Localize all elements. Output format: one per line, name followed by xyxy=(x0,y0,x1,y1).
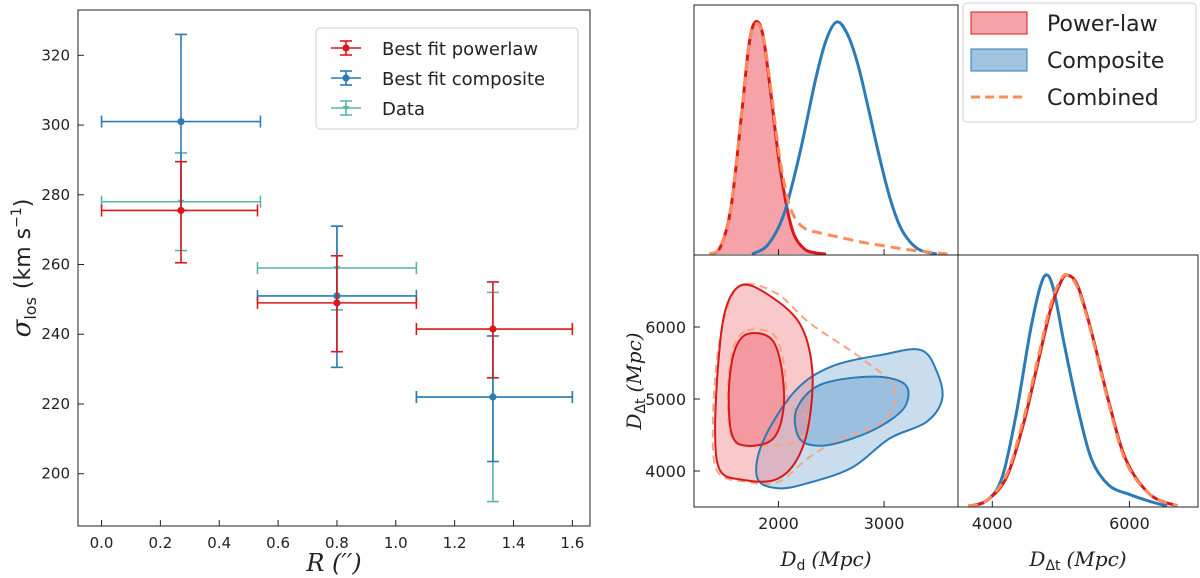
dispersion-ytick-label: 200 xyxy=(41,465,70,483)
dispersion-xtick-label: 0.0 xyxy=(90,534,114,552)
joint-xlabel-unit: (Mpc) xyxy=(811,547,871,571)
dispersion-xlabel: R (′′) xyxy=(305,549,361,577)
corner-legend: Power-law Composite Combined xyxy=(962,2,1197,123)
errorbar-powerlaw xyxy=(415,281,574,379)
joint-ylabel-main: D xyxy=(622,414,646,431)
joint-xlabel: Dd (Mpc) xyxy=(779,547,871,574)
composite-marker xyxy=(489,393,497,401)
dispersion-ytick-label: 320 xyxy=(41,46,70,64)
ylabel-sub: los xyxy=(21,297,40,320)
contour-line-composite-inner xyxy=(793,375,910,447)
ddt-xlabel-main: D xyxy=(1028,547,1045,571)
legend-item-data: Data xyxy=(331,99,425,120)
joint-xlabel-main: D xyxy=(779,547,796,571)
powerlaw-marker xyxy=(333,299,341,307)
joint-xtick-label: 3000 xyxy=(864,514,905,533)
ddt-marginal-curves xyxy=(967,272,1179,508)
dispersion-xtick-label: 0.2 xyxy=(148,534,172,552)
legend-label-powerlaw: Best fit powerlaw xyxy=(382,39,538,60)
joint-ytick-label: 4000 xyxy=(645,462,686,481)
legend-item-powerlaw: Best fit powerlaw xyxy=(331,39,538,60)
contour-fill-powerlaw-inner xyxy=(728,333,785,446)
ylabel-unit-pre: (km s xyxy=(11,228,36,289)
dd-marginal-ticks xyxy=(777,249,885,255)
corner-legend-label-powerlaw: Power-law xyxy=(1047,12,1158,37)
legend-label-composite: Best fit composite xyxy=(382,69,545,90)
dispersion-ylabel: σlos (km s−1) xyxy=(7,199,40,338)
dd-marginal-combined-line xyxy=(709,22,948,256)
dispersion-xtick-label: 0.8 xyxy=(325,534,349,552)
dispersion-points xyxy=(100,33,574,503)
dispersion-ticks: 0.0 0.2 0.4 0.6 0.8 1.0 1.2 1.4 1.6 200 220 240 260 2… xyxy=(41,46,584,552)
corner-legend-label-composite: Composite xyxy=(1047,49,1164,74)
ddt-marginal-composite-line xyxy=(971,273,1168,508)
legend-item-composite: Best fit composite xyxy=(331,69,545,90)
dispersion-ytick-label: 260 xyxy=(41,256,70,274)
joint-ticks: 2000 3000 4000 5000 6000 xyxy=(645,318,904,533)
composite-marker xyxy=(177,117,185,126)
ddt-marginal-ticks: 4000 6000 xyxy=(972,501,1150,533)
joint-xlabel-sub: d xyxy=(797,558,806,574)
joint-ylabel-sub: Δt xyxy=(633,398,649,414)
dispersion-legend-box xyxy=(315,27,579,130)
ddt-xlabel-sub: Δt xyxy=(1045,558,1061,574)
ddt-xtick-label: 6000 xyxy=(1109,514,1150,533)
dispersion-ytick-label: 220 xyxy=(41,395,70,413)
dispersion-xtick-label: 1.2 xyxy=(443,534,467,552)
joint-ylabel: DΔt (Mpc) xyxy=(622,332,649,430)
errorbar-powerlaw xyxy=(256,254,418,353)
corner-legend-item-composite: Composite xyxy=(970,48,1164,74)
dispersion-legend: Best fit powerlaw Best fit composite Dat… xyxy=(315,27,579,130)
dispersion-xtick-label: 1.0 xyxy=(384,534,408,552)
errorbar-composite xyxy=(415,335,574,463)
dispersion-xtick-label: 0.4 xyxy=(207,534,231,552)
ddt-marginal-combined-line xyxy=(967,272,1179,508)
contour-line-powerlaw-outer xyxy=(714,283,814,483)
errorbar-powerlaw xyxy=(100,160,259,264)
dispersion-ytick-label: 280 xyxy=(41,186,70,204)
svg-text:DΔt(Mpc): DΔt (Mpc) xyxy=(622,332,649,430)
joint-ytick-label: 5000 xyxy=(645,390,686,409)
joint-ylabel-unit: (Mpc) xyxy=(622,332,646,392)
dd-marginal-composite-line xyxy=(751,20,938,256)
ylabel-unit-sup: −1 xyxy=(9,207,25,228)
joint-contours xyxy=(711,282,944,490)
dispersion-xtick-label: 1.4 xyxy=(502,534,526,552)
dd-marginal-panel xyxy=(693,4,959,256)
powerlaw-marker xyxy=(489,325,497,333)
dispersion-xtick-label: 0.6 xyxy=(266,534,290,552)
dispersion-xtick-label: 1.6 xyxy=(560,534,584,552)
dd-marginal-powerlaw-fill xyxy=(709,21,826,254)
contour-line-composite-outer xyxy=(755,348,944,490)
corner-legend-item-combined: Combined xyxy=(971,86,1159,111)
ddt-marginal-panel: 4000 6000 DΔt (Mpc) xyxy=(957,254,1199,574)
joint-xtick-label: 2000 xyxy=(758,514,799,533)
contour-fill-composite-inner xyxy=(794,376,909,446)
ddt-marginal-frame xyxy=(957,254,1199,508)
ddt-xtick-label: 4000 xyxy=(972,514,1013,533)
ylabel-unit-post: ) xyxy=(11,199,36,208)
legend-label-data: Data xyxy=(382,99,425,120)
ddt-xlabel: DΔt (Mpc) xyxy=(1028,547,1126,574)
corner-legend-label-combined: Combined xyxy=(1047,86,1159,111)
dispersion-ytick-label: 240 xyxy=(41,325,70,343)
corner-legend-item-powerlaw: Power-law xyxy=(970,11,1158,37)
dispersion-panel: 0.0 0.2 0.4 0.6 0.8 1.0 1.2 1.4 1.6 200 220 240 260 2… xyxy=(7,9,591,577)
ylabel-symbol: σ xyxy=(7,318,37,337)
svg-text:σlos(km s−1): σlos (km s−1) xyxy=(7,199,40,338)
contour-line-combined-outer xyxy=(711,282,897,486)
dispersion-ytick-label: 300 xyxy=(41,116,70,134)
powerlaw-marker xyxy=(177,206,185,215)
contour-line-powerlaw-inner xyxy=(727,332,786,447)
dispersion-axes-frame xyxy=(77,9,591,527)
ddt-xlabel-unit: (Mpc) xyxy=(1067,547,1127,571)
dd-marginal-curves xyxy=(709,19,948,256)
joint-ytick-label: 6000 xyxy=(645,318,686,337)
